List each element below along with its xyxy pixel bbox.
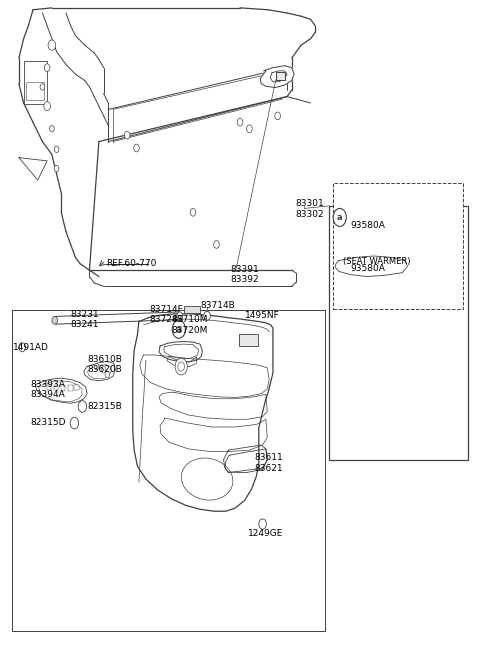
Text: 1249GE: 1249GE [248, 529, 283, 537]
Bar [329, 206, 468, 460]
Circle shape [70, 417, 79, 429]
Text: 93580A: 93580A [350, 221, 385, 230]
Polygon shape [53, 312, 181, 324]
Text: a: a [337, 213, 343, 222]
Circle shape [101, 367, 106, 373]
Bar [239, 335, 258, 346]
Bar [12, 310, 324, 632]
Bar [24, 60, 47, 104]
Text: 82315D: 82315D [31, 418, 66, 427]
Polygon shape [260, 66, 294, 87]
Circle shape [259, 519, 266, 529]
Circle shape [44, 64, 50, 72]
Bar [333, 183, 463, 309]
Circle shape [247, 125, 252, 133]
Circle shape [40, 84, 45, 90]
Bar [47, 384, 51, 390]
Polygon shape [225, 449, 267, 472]
Text: 1491AD: 1491AD [13, 343, 49, 352]
Bar [68, 385, 72, 391]
Text: 82315B: 82315B [87, 402, 122, 411]
Ellipse shape [181, 458, 233, 500]
Circle shape [177, 312, 182, 319]
Text: 83391
83392: 83391 83392 [230, 265, 259, 285]
Bar [74, 384, 79, 390]
Circle shape [275, 112, 280, 119]
Bar [276, 72, 285, 80]
Circle shape [214, 241, 219, 248]
Text: 83714B: 83714B [200, 301, 235, 310]
Circle shape [52, 316, 58, 324]
Circle shape [172, 320, 185, 338]
Circle shape [175, 358, 187, 375]
Circle shape [105, 371, 110, 377]
Circle shape [204, 312, 210, 320]
Polygon shape [84, 361, 115, 380]
Circle shape [237, 119, 243, 126]
Circle shape [134, 144, 139, 152]
Text: 83610B
83620B: 83610B 83620B [87, 355, 122, 375]
Circle shape [54, 165, 59, 172]
Circle shape [124, 131, 130, 139]
Text: 83611
83621: 83611 83621 [254, 453, 283, 473]
Circle shape [190, 209, 196, 216]
Circle shape [333, 209, 346, 226]
Circle shape [94, 363, 99, 370]
Text: 83231
83241: 83231 83241 [71, 310, 99, 329]
Polygon shape [36, 378, 87, 403]
Text: 83710M
83720M: 83710M 83720M [172, 315, 208, 335]
Text: 83393A
83394A: 83393A 83394A [31, 380, 66, 400]
Polygon shape [335, 256, 408, 277]
Bar [61, 385, 65, 391]
Circle shape [49, 125, 54, 132]
Bar [26, 82, 44, 100]
Text: (SEAT WARMER): (SEAT WARMER) [344, 257, 411, 266]
Circle shape [78, 401, 87, 412]
Circle shape [44, 102, 50, 111]
Text: 83301
83302: 83301 83302 [296, 199, 324, 219]
Text: 1495NF: 1495NF [245, 312, 279, 320]
Polygon shape [159, 342, 203, 362]
Circle shape [48, 40, 56, 51]
Text: 93580A: 93580A [350, 264, 385, 273]
Polygon shape [339, 228, 381, 245]
Text: REF.60-770: REF.60-770 [106, 258, 156, 268]
Circle shape [54, 146, 59, 152]
Text: 83714F
83724S: 83714F 83724S [150, 305, 184, 324]
Text: a: a [176, 325, 181, 334]
Bar [54, 384, 59, 390]
Circle shape [19, 343, 25, 352]
Bar [183, 306, 200, 312]
Circle shape [178, 362, 184, 371]
